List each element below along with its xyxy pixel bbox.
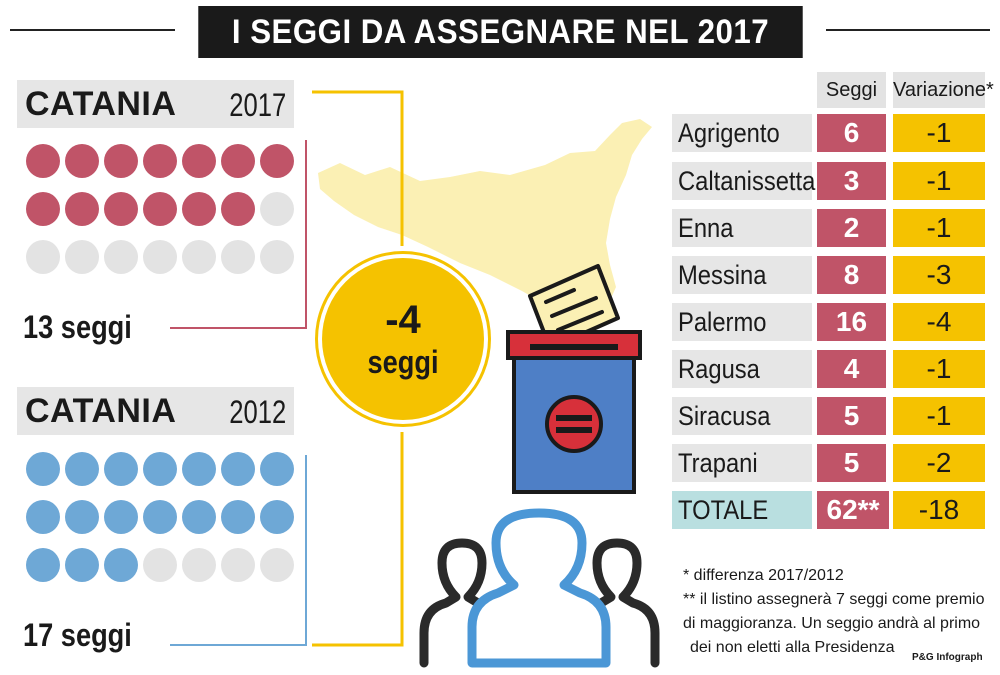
seat-dot-2012-filled bbox=[260, 452, 294, 486]
sicily-map bbox=[318, 119, 652, 317]
row-seggi-agrigento: 6 bbox=[817, 114, 886, 152]
row-var-caltanissetta: -1 bbox=[893, 162, 985, 200]
seat-dot-2017-filled bbox=[221, 144, 255, 178]
row-name-messina: Messina bbox=[672, 256, 812, 294]
row-seggi-messina: 8 bbox=[817, 256, 886, 294]
people-icon bbox=[419, 508, 660, 668]
seat-dot-2017-filled bbox=[65, 144, 99, 178]
seat-dot-2017-filled bbox=[104, 144, 138, 178]
note-differenza: * differenza 2017/2012 bbox=[683, 567, 844, 584]
seat-dot-2017-filled bbox=[182, 144, 216, 178]
credit: P&G Infograph bbox=[912, 652, 983, 663]
note-listino-1: ** il listino assegnerà 7 seggi come pre… bbox=[683, 591, 985, 608]
header-seggi: Seggi bbox=[817, 72, 886, 108]
row-name-totale: TOTALE bbox=[672, 491, 812, 529]
seat-dot-2017-filled bbox=[260, 144, 294, 178]
seat-dot-2012-filled bbox=[104, 500, 138, 534]
header-variazione: Variazione* bbox=[893, 72, 994, 108]
row-var-messina: -3 bbox=[893, 256, 985, 294]
row-var-siracusa: -1 bbox=[893, 397, 985, 435]
seat-dot-2012-filled bbox=[221, 452, 255, 486]
seat-dot-2012-empty bbox=[143, 548, 177, 582]
row-var-enna: -1 bbox=[893, 209, 985, 247]
catania-2012-year: 2012 bbox=[229, 394, 286, 430]
seat-dot-2012-filled bbox=[182, 500, 216, 534]
seat-dot-2017-empty bbox=[65, 240, 99, 274]
catania-2012-seats-label: 17 seggi bbox=[23, 617, 132, 653]
seat-dot-2012-filled bbox=[143, 500, 177, 534]
row-var-trapani: -2 bbox=[893, 444, 985, 482]
difference-label: seggi bbox=[367, 344, 439, 380]
catania-2017-name: CATANIA bbox=[25, 85, 177, 123]
seat-dot-2017-filled bbox=[143, 144, 177, 178]
row-var-totale: -18 bbox=[893, 491, 985, 529]
row-seggi-enna: 2 bbox=[817, 209, 886, 247]
seat-dot-2012-filled bbox=[26, 452, 60, 486]
title-rule-right bbox=[826, 29, 990, 31]
seat-dot-2017-filled bbox=[221, 192, 255, 226]
row-name-caltanissetta: Caltanissetta bbox=[672, 162, 815, 200]
seat-dot-2017-empty bbox=[260, 192, 294, 226]
seat-dot-2012-filled bbox=[143, 452, 177, 486]
seat-dot-2012-filled bbox=[65, 452, 99, 486]
difference-value: -4 bbox=[385, 298, 421, 342]
row-seggi-palermo: 16 bbox=[817, 303, 886, 341]
catania-2012-name: CATANIA bbox=[25, 392, 177, 430]
catania-2012-header: CATANIA 2012 bbox=[17, 387, 294, 435]
ballot-paper-icon bbox=[528, 264, 620, 350]
seat-dot-2012-filled bbox=[65, 548, 99, 582]
row-name-ragusa: Ragusa bbox=[672, 350, 812, 388]
seat-dot-2012-empty bbox=[260, 548, 294, 582]
seat-dot-2012-filled bbox=[65, 500, 99, 534]
row-name-palermo: Palermo bbox=[672, 303, 812, 341]
row-seggi-ragusa: 4 bbox=[817, 350, 886, 388]
row-var-palermo: -4 bbox=[893, 303, 985, 341]
seat-dot-2017-empty bbox=[221, 240, 255, 274]
seat-dot-2017-filled bbox=[65, 192, 99, 226]
seat-dot-2017-filled bbox=[182, 192, 216, 226]
seat-dot-2012-filled bbox=[26, 500, 60, 534]
seat-dot-2017-empty bbox=[260, 240, 294, 274]
row-var-agrigento: -1 bbox=[893, 114, 985, 152]
row-seggi-trapani: 5 bbox=[817, 444, 886, 482]
catania-2017-header: CATANIA 2017 bbox=[17, 80, 294, 128]
note-listino-2: di maggioranza. Un seggio andrà al primo bbox=[683, 615, 981, 632]
page-title: I SEGGI DA ASSEGNARE NEL 2017 bbox=[198, 6, 803, 58]
row-var-ragusa: -1 bbox=[893, 350, 985, 388]
seat-dot-2012-filled bbox=[260, 500, 294, 534]
note-listino-3: dei non eletti alla Presidenza bbox=[690, 639, 895, 656]
row-name-agrigento: Agrigento bbox=[672, 114, 812, 152]
row-name-enna: Enna bbox=[672, 209, 812, 247]
row-seggi-totale: 62** bbox=[817, 491, 889, 529]
seat-dot-2017-filled bbox=[26, 192, 60, 226]
seat-dot-2017-empty bbox=[182, 240, 216, 274]
seat-dot-2017-filled bbox=[26, 144, 60, 178]
seat-dot-2012-filled bbox=[221, 500, 255, 534]
seat-dot-2017-filled bbox=[104, 192, 138, 226]
ballot-box-icon bbox=[506, 264, 642, 494]
catania-2017-year: 2017 bbox=[229, 87, 286, 123]
row-seggi-caltanissetta: 3 bbox=[817, 162, 886, 200]
title-rule-left bbox=[10, 29, 175, 31]
seat-dot-2017-empty bbox=[26, 240, 60, 274]
seat-dot-2012-filled bbox=[104, 452, 138, 486]
seat-dot-2012-empty bbox=[221, 548, 255, 582]
catania-2017-seats-label: 13 seggi bbox=[23, 309, 132, 345]
seat-dot-2012-filled bbox=[26, 548, 60, 582]
seat-dot-2012-filled bbox=[104, 548, 138, 582]
row-seggi-siracusa: 5 bbox=[817, 397, 886, 435]
seat-dot-2012-filled bbox=[182, 452, 216, 486]
seat-dot-2017-empty bbox=[143, 240, 177, 274]
seat-dot-2012-empty bbox=[182, 548, 216, 582]
row-name-trapani: Trapani bbox=[672, 444, 812, 482]
row-name-siracusa: Siracusa bbox=[672, 397, 812, 435]
seat-dot-2017-filled bbox=[143, 192, 177, 226]
difference-badge: -4 seggi bbox=[322, 258, 484, 420]
seat-dot-2017-empty bbox=[104, 240, 138, 274]
